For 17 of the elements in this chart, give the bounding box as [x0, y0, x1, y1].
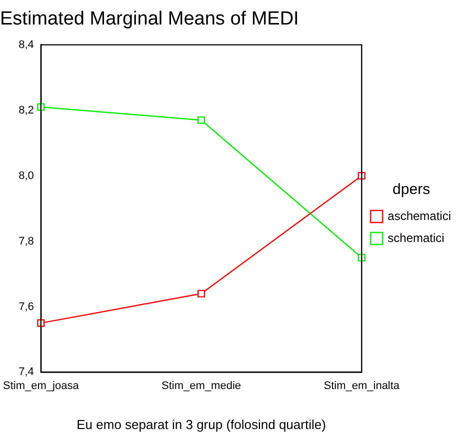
y-tick-label: 7,6: [18, 300, 34, 313]
point: [197, 116, 206, 124]
point: [197, 290, 206, 298]
y-tick-label: 8,0: [18, 170, 34, 182]
y-tick-label: 8,4: [18, 38, 34, 51]
y-tick-label: 8,2: [18, 104, 34, 116]
legend-label: schematici: [388, 230, 444, 245]
legend-title: dpers: [392, 181, 430, 198]
y-tick-label: 7,4: [18, 366, 34, 378]
x-axis-title: Eu emo separat in 3 grup (folosind quartile): [76, 416, 326, 432]
point: [37, 103, 45, 111]
x-tick-label: Stim_em_joasa: [2, 380, 80, 392]
y-tick-label: 7,8: [18, 235, 34, 248]
x-tick-label: Stim_em_medie: [162, 380, 242, 392]
chart-title: Estimated Marginal Means of MEDI: [0, 8, 299, 30]
x-tick-label: Stim_em_inalta: [324, 380, 400, 392]
legend-label: aschematici: [388, 208, 451, 223]
